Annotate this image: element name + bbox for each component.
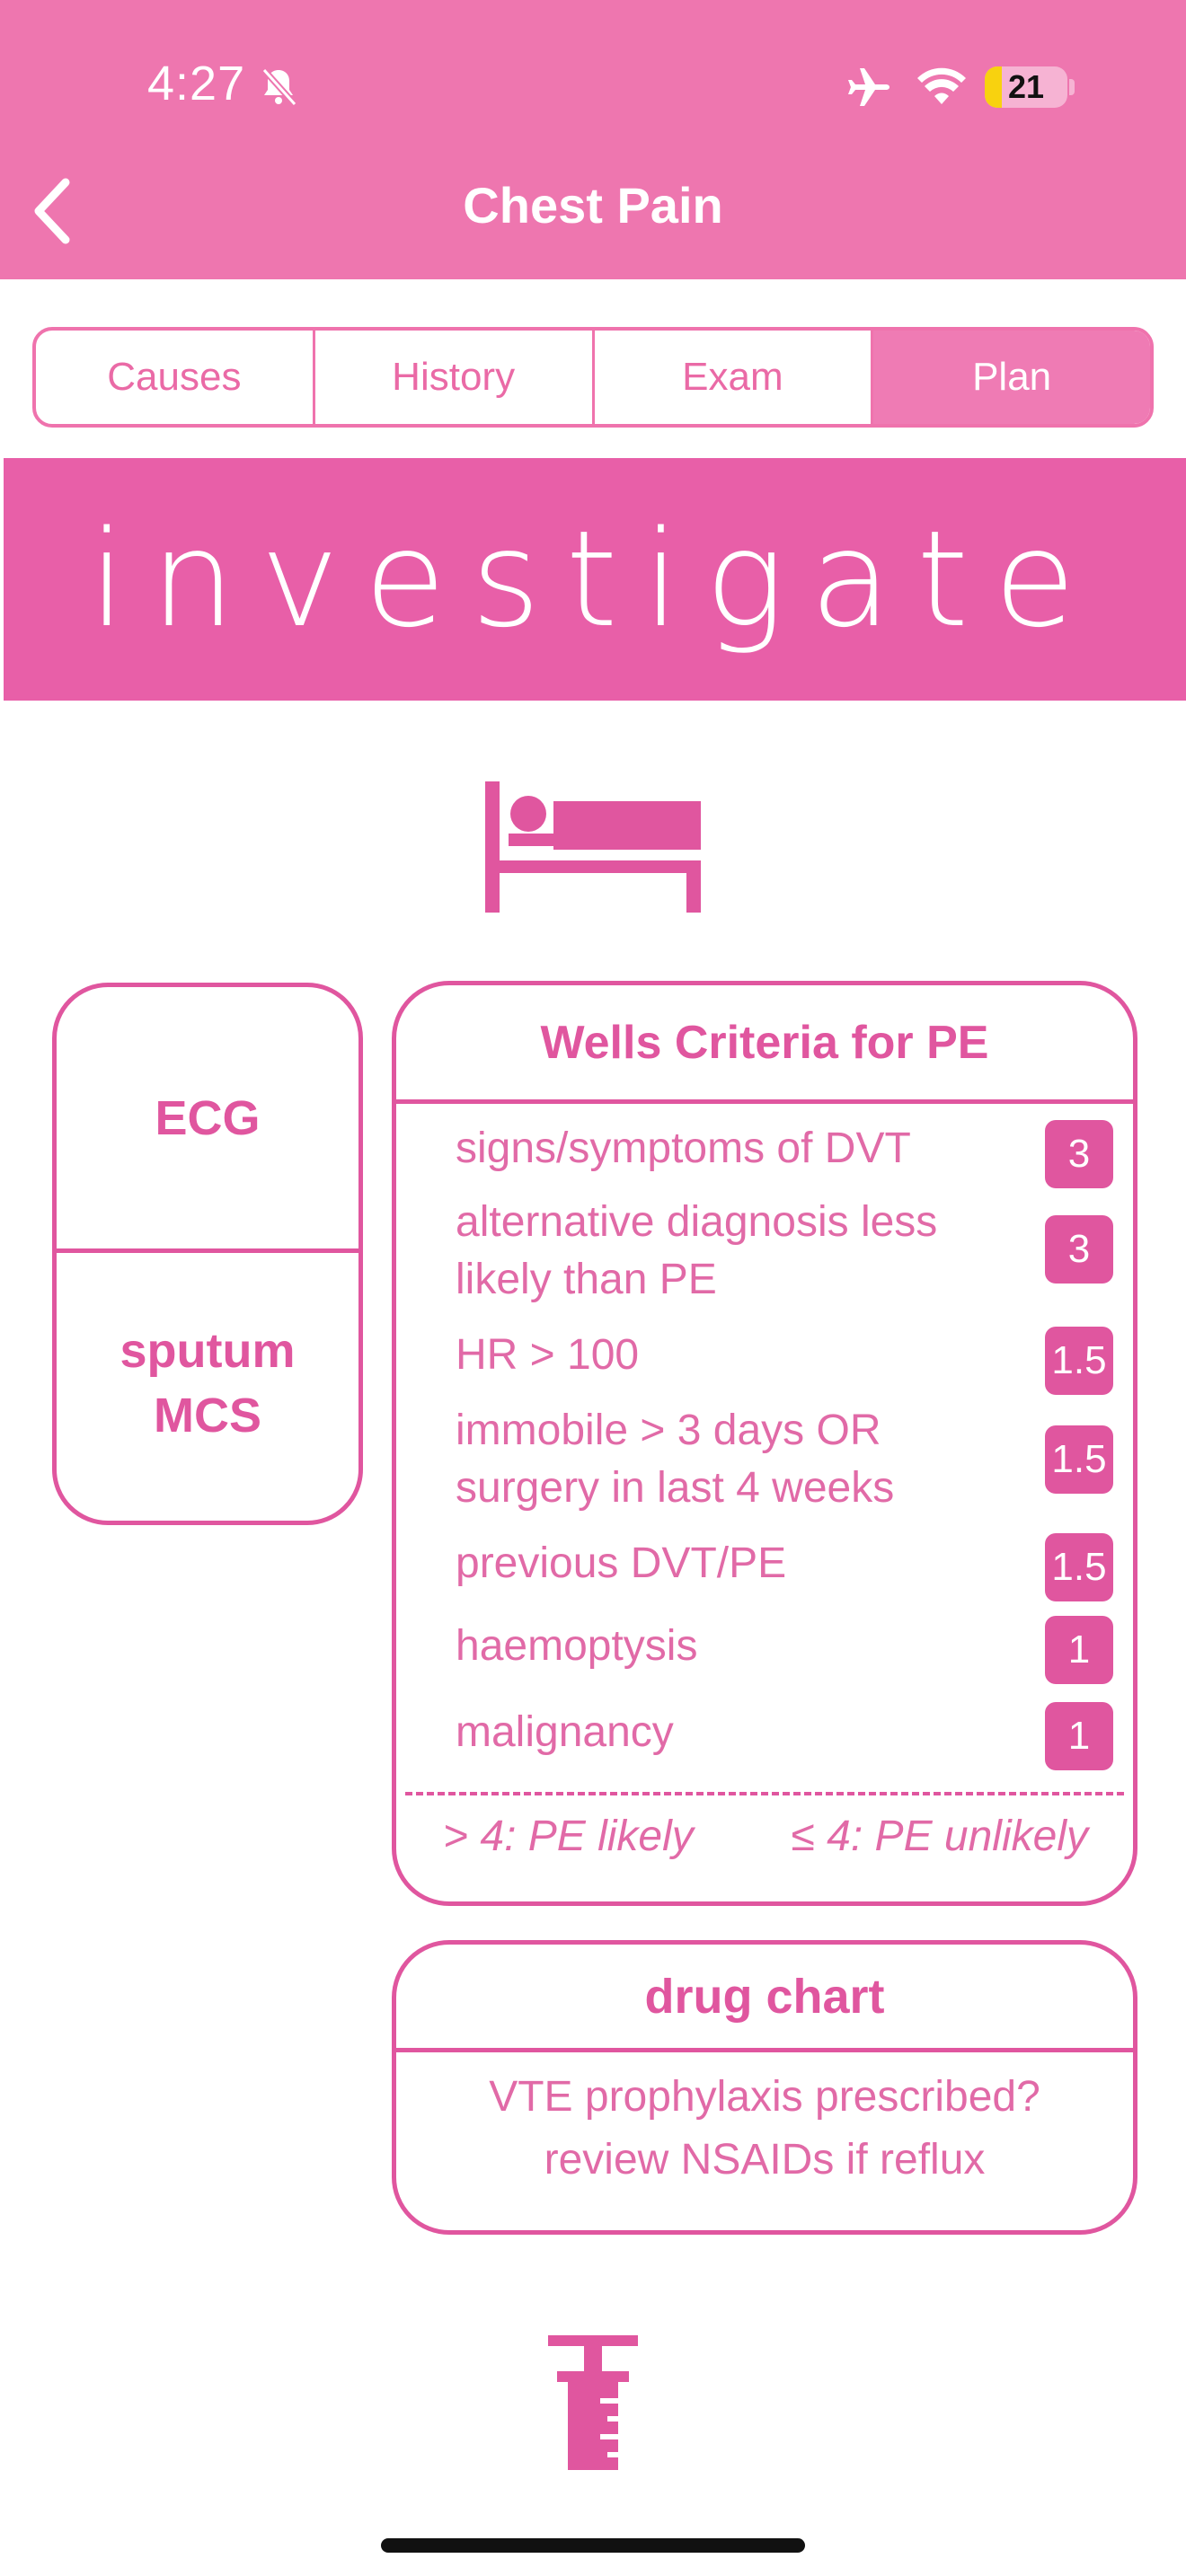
battery-icon: 21: [985, 66, 1067, 108]
back-button[interactable]: [20, 171, 83, 251]
wells-likely-threshold: > 4: PE likely: [443, 1813, 694, 1860]
sputum-mcs-label: sputum MCS: [119, 1324, 296, 1442]
wells-unlikely-threshold: ≤ 4: PE unlikely: [791, 1813, 1089, 1860]
drug-chart-card: drug chart VTE prophylaxis prescribed? r…: [392, 1940, 1137, 2235]
wells-item-label: alternative diagnosis less likely than P…: [456, 1198, 938, 1303]
chevron-left-icon: [34, 178, 70, 244]
sputum-mcs-item: sputum MCS: [57, 1253, 358, 1513]
hospital-bed-icon: [485, 781, 701, 913]
banner-title: investigate: [88, 502, 1102, 657]
tab-causes[interactable]: Causes: [36, 331, 315, 424]
tab-plan[interactable]: Plan: [873, 331, 1150, 424]
wells-item-label: haemoptysis: [456, 1622, 698, 1670]
wells-title: Wells Criteria for PE: [396, 985, 1133, 1104]
battery-level-text: 21: [1007, 68, 1045, 105]
bell-slash-icon: [261, 67, 297, 107]
tab-history[interactable]: History: [315, 331, 595, 424]
wifi-icon: [917, 67, 966, 104]
section-banner: investigate: [4, 458, 1186, 701]
wells-score-badge: 1: [1045, 1702, 1113, 1770]
drug-chart-line: VTE prophylaxis prescribed?: [489, 2073, 1040, 2121]
wells-score-badge: 1: [1045, 1616, 1113, 1684]
syringe-icon: [548, 2335, 638, 2470]
section-tabs: Causes History Exam Plan: [32, 327, 1154, 428]
wells-item-label: HR > 100: [456, 1331, 640, 1379]
navigation-header: 4:27 21 Chest Pain: [0, 0, 1186, 279]
battery-level-fill: [985, 66, 1003, 108]
wells-item-label: immobile > 3 days OR surgery in last 4 w…: [456, 1407, 895, 1512]
ecg-item: ECG: [57, 987, 358, 1253]
wells-score-badge: 1.5: [1045, 1327, 1113, 1395]
wells-score-badge: 3: [1045, 1120, 1113, 1188]
wells-score-badge: 1.5: [1045, 1425, 1113, 1494]
tab-exam[interactable]: Exam: [595, 331, 874, 424]
wells-item-label: previous DVT/PE: [456, 1539, 787, 1587]
wells-score-badge: 3: [1045, 1215, 1113, 1284]
wells-item-label: signs/symptoms of DVT: [456, 1125, 911, 1172]
drug-chart-line: review NSAIDs if reflux: [544, 2136, 986, 2183]
home-indicator[interactable]: [381, 2538, 805, 2553]
status-time: 4:27: [147, 57, 246, 110]
wells-score-badge: 1.5: [1045, 1533, 1113, 1601]
drug-chart-title: drug chart: [396, 1945, 1133, 2052]
wells-divider: [405, 1792, 1124, 1795]
wells-item-label: malignancy: [456, 1708, 674, 1756]
wells-criteria-card: Wells Criteria for PE signs/symptoms of …: [392, 981, 1137, 1906]
investigations-card: ECG sputum MCS: [52, 983, 363, 1525]
airplane-icon: [848, 68, 890, 106]
battery-tip: [1069, 79, 1075, 95]
page-title: Chest Pain: [463, 177, 723, 234]
